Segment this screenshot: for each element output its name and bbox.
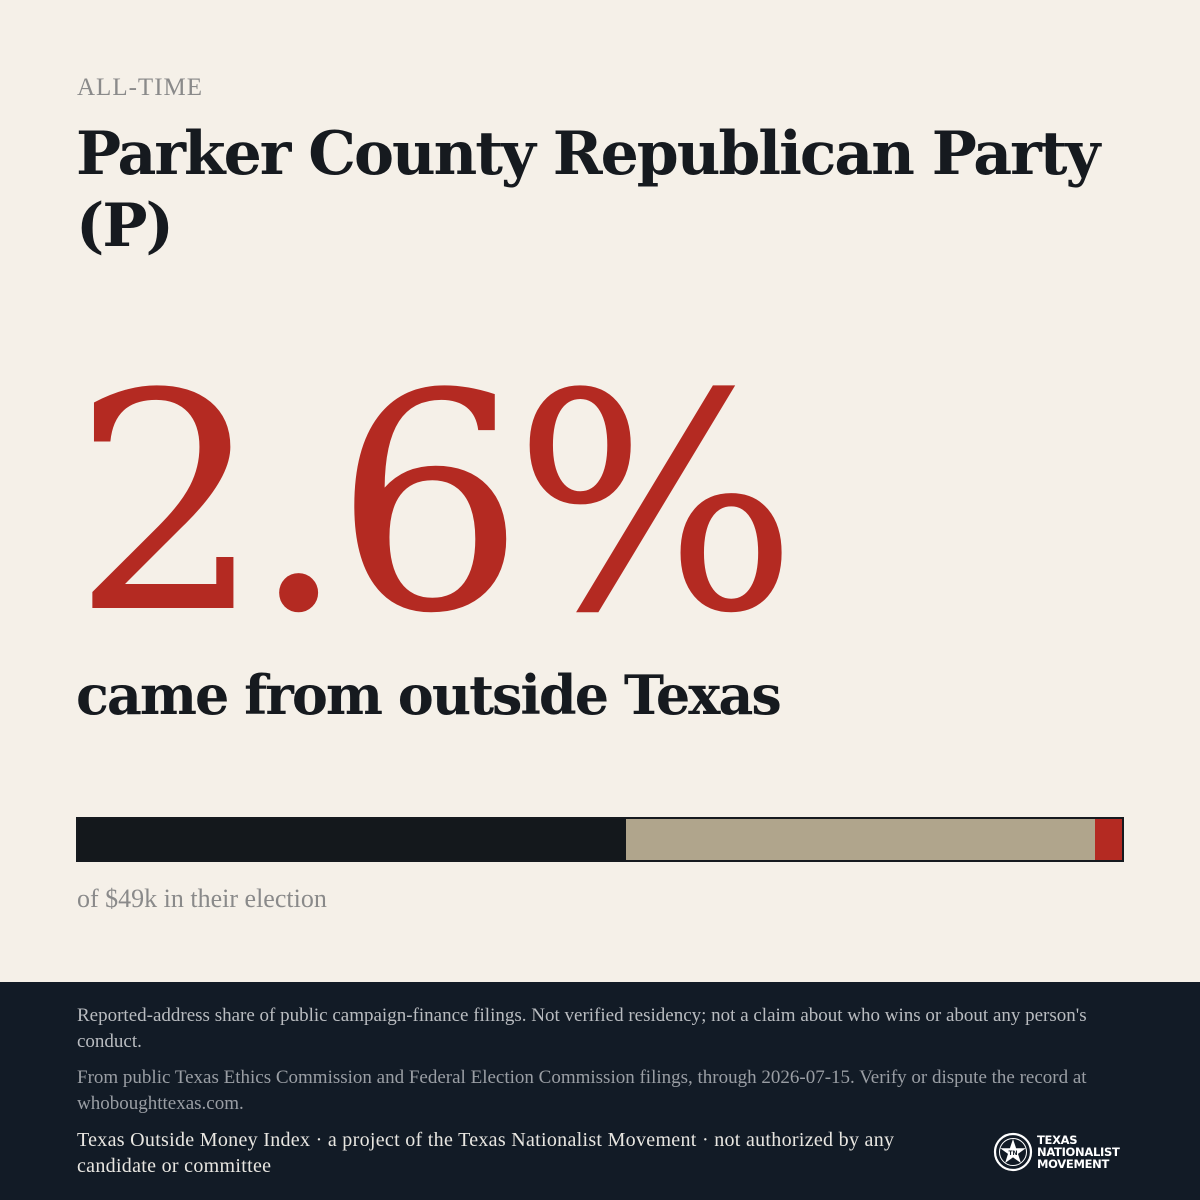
total-caption: of $49k in their election	[77, 884, 327, 913]
bar-segment-tan	[626, 819, 1095, 860]
bar-segment-dark	[78, 819, 627, 860]
logo-wordmark: TEXAS NATIONALIST MOVEMENT	[1037, 1134, 1120, 1170]
svg-text:TN: TN	[1008, 1150, 1017, 1157]
share-bar	[76, 817, 1124, 862]
period-label: ALL-TIME	[77, 74, 204, 101]
source-note: From public Texas Ethics Commission and …	[77, 1067, 1087, 1114]
tnm-logo: TN TEXAS NATIONALIST MOVEMENT	[993, 1131, 1133, 1173]
headline-subtext: came from outside Texas	[76, 663, 782, 727]
star-seal-icon: TN	[993, 1132, 1033, 1172]
page-title: Parker County Republican Party (P)	[76, 119, 1100, 261]
logo-line-1: TEXAS	[1037, 1133, 1078, 1147]
headline-percentage: 2.6%	[72, 330, 798, 679]
infographic-card: ALL-TIME Parker County Republican Party …	[72, 74, 1124, 913]
logo-line-3: MOVEMENT	[1037, 1157, 1110, 1171]
project-credit: Texas Outside Money Index · a project of…	[77, 1129, 895, 1177]
disclaimer-note: Reported-address share of public campaig…	[77, 1005, 1087, 1052]
bar-segment-outside	[1094, 819, 1122, 860]
logo-line-2: NATIONALIST	[1037, 1145, 1120, 1159]
